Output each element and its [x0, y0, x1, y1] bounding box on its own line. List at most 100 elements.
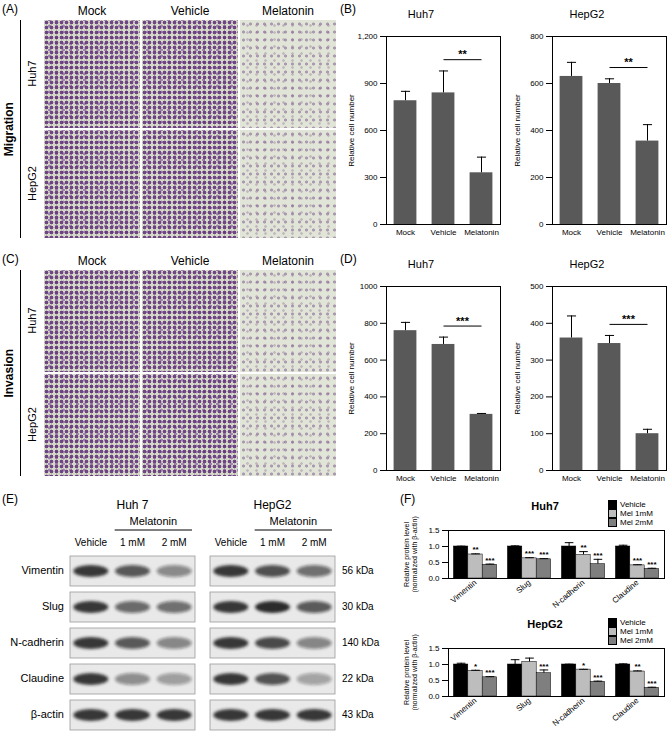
html-text:Relative protein level (normal: Relative protein level (normalized with … — [402, 633, 418, 711]
svg-text:400: 400 — [530, 126, 544, 135]
svg-text:Relative cell number: Relative cell number — [347, 94, 356, 167]
svg-text:1,200: 1,200 — [357, 32, 378, 41]
svg-text:***: *** — [593, 551, 603, 560]
svg-text:Mock: Mock — [396, 474, 416, 483]
svg-text:**: ** — [472, 545, 479, 554]
svg-text:900: 900 — [364, 79, 378, 88]
svg-text:300: 300 — [364, 173, 378, 182]
svg-text:*: * — [582, 661, 586, 670]
svg-text:Vehicle: Vehicle — [215, 537, 248, 548]
svg-text:200: 200 — [530, 392, 544, 401]
svg-text:N-cadherin: N-cadherin — [551, 696, 587, 728]
svg-text:22 kDa: 22 kDa — [342, 673, 374, 684]
svg-text:Vimentin: Vimentin — [21, 564, 64, 576]
svg-text:Vimentin: Vimentin — [449, 696, 479, 723]
svg-text:Melatonin: Melatonin — [269, 515, 317, 527]
svg-text:1 mM: 1 mM — [120, 537, 145, 548]
svg-text:Melatonin: Melatonin — [630, 228, 665, 237]
svg-text:***: *** — [633, 556, 643, 565]
svg-text:300: 300 — [530, 356, 544, 365]
html-text:Invasion: Invasion — [1, 348, 16, 398]
svg-text:30 kDa: 30 kDa — [342, 601, 374, 612]
svg-text:800: 800 — [530, 32, 544, 41]
svg-text:Mock: Mock — [562, 474, 582, 483]
svg-text:1.5: 1.5 — [428, 644, 440, 653]
svg-text:0: 0 — [539, 220, 544, 229]
svg-text:Melatonin: Melatonin — [129, 515, 177, 527]
svg-text:***: *** — [539, 550, 549, 559]
svg-text:Slug: Slug — [42, 600, 64, 612]
svg-text:1.5: 1.5 — [428, 526, 440, 535]
svg-text:***: *** — [622, 313, 636, 325]
svg-text:Relative cell number: Relative cell number — [513, 342, 522, 415]
svg-text:0: 0 — [373, 466, 378, 475]
svg-text:Claudine: Claudine — [21, 672, 64, 684]
html-text:Relative protein level (normal: Relative protein level (normalized with … — [402, 515, 418, 593]
svg-text:2 mM: 2 mM — [162, 537, 187, 548]
svg-text:0: 0 — [539, 466, 544, 475]
svg-text:0.5: 0.5 — [428, 676, 440, 685]
svg-text:800: 800 — [364, 319, 378, 328]
svg-text:Relative cell number: Relative cell number — [347, 342, 356, 415]
svg-text:Slug: Slug — [514, 578, 532, 595]
html-text:(A): (A) — [2, 2, 18, 16]
svg-text:***: *** — [539, 662, 549, 671]
svg-text:***: *** — [525, 549, 535, 558]
svg-text:2 mM: 2 mM — [302, 537, 327, 548]
svg-text:Vehicle: Vehicle — [75, 537, 108, 548]
svg-text:1.0: 1.0 — [428, 660, 440, 669]
svg-text:0.0: 0.0 — [428, 574, 440, 583]
svg-text:Vehicle: Vehicle — [597, 228, 623, 237]
svg-text:Claudine: Claudine — [610, 696, 640, 724]
html-text:Mock: Mock — [77, 4, 107, 18]
svg-text:0: 0 — [373, 220, 378, 229]
svg-text:Vimentin: Vimentin — [449, 578, 479, 605]
svg-text:*: * — [474, 662, 478, 671]
svg-text:200: 200 — [530, 173, 544, 182]
html-text:Migration: Migration — [1, 102, 16, 156]
svg-text:***: *** — [593, 673, 603, 682]
svg-text:***: *** — [647, 679, 657, 688]
svg-text:***: *** — [485, 668, 495, 677]
svg-text:600: 600 — [364, 126, 378, 135]
svg-text:HepG2: HepG2 — [253, 498, 291, 512]
svg-text:600: 600 — [530, 79, 544, 88]
svg-text:N-cadherin: N-cadherin — [10, 636, 64, 648]
svg-text:Mock: Mock — [562, 228, 582, 237]
svg-text:Melatonin: Melatonin — [630, 474, 665, 483]
svg-text:400: 400 — [364, 392, 378, 401]
svg-text:Huh 7: Huh 7 — [116, 498, 148, 512]
svg-text:Relative cell number: Relative cell number — [513, 94, 522, 167]
svg-text:β-actin: β-actin — [31, 708, 64, 720]
svg-text:56 kDa: 56 kDa — [342, 565, 374, 576]
svg-text:***: *** — [456, 315, 470, 327]
svg-text:***: *** — [485, 556, 495, 565]
svg-text:Slug: Slug — [514, 696, 532, 713]
svg-text:**: ** — [458, 48, 467, 60]
svg-text:Melatonin: Melatonin — [464, 228, 499, 237]
svg-text:Melatonin: Melatonin — [464, 474, 499, 483]
svg-text:140 kDa: 140 kDa — [342, 637, 380, 648]
svg-text:**: ** — [624, 56, 633, 68]
svg-text:600: 600 — [364, 356, 378, 365]
svg-text:100: 100 — [530, 429, 544, 438]
svg-text:0.0: 0.0 — [428, 692, 440, 701]
svg-text:43 kDa: 43 kDa — [342, 709, 374, 720]
svg-text:Claudine: Claudine — [610, 578, 640, 606]
svg-text:**: ** — [634, 662, 641, 671]
svg-text:Mock: Mock — [396, 228, 416, 237]
svg-text:1000: 1000 — [360, 282, 378, 291]
svg-text:**: ** — [580, 543, 587, 552]
html-text:Vehicle: Vehicle — [170, 4, 210, 18]
svg-text:***: *** — [647, 560, 657, 569]
svg-text:Vehicle: Vehicle — [597, 474, 623, 483]
svg-text:Vehicle: Vehicle — [431, 228, 457, 237]
svg-text:N-cadherin: N-cadherin — [551, 578, 587, 610]
svg-text:Vehicle: Vehicle — [431, 474, 457, 483]
svg-text:400: 400 — [530, 319, 544, 328]
svg-text:1.0: 1.0 — [428, 542, 440, 551]
svg-text:200: 200 — [364, 429, 378, 438]
svg-text:1 mM: 1 mM — [260, 537, 285, 548]
svg-text:500: 500 — [530, 282, 544, 291]
svg-text:0.5: 0.5 — [428, 558, 440, 567]
